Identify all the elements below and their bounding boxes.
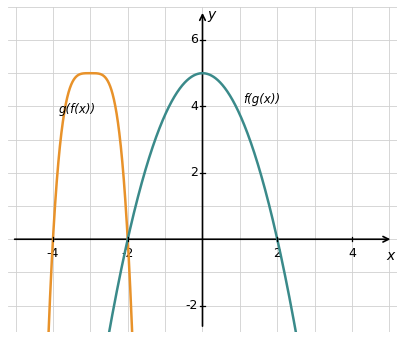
Text: 4: 4 [190, 100, 198, 113]
Text: -2: -2 [185, 299, 198, 312]
Text: x: x [387, 248, 395, 262]
Text: y: y [207, 8, 215, 22]
Text: f(g(x)): f(g(x)) [244, 93, 281, 106]
Text: -2: -2 [122, 246, 134, 260]
Text: -4: -4 [47, 246, 59, 260]
Text: 4: 4 [348, 246, 356, 260]
Text: 2: 2 [273, 246, 281, 260]
Text: g(f(x)): g(f(x)) [59, 103, 96, 116]
Text: 6: 6 [190, 34, 198, 46]
Text: 2: 2 [190, 166, 198, 179]
